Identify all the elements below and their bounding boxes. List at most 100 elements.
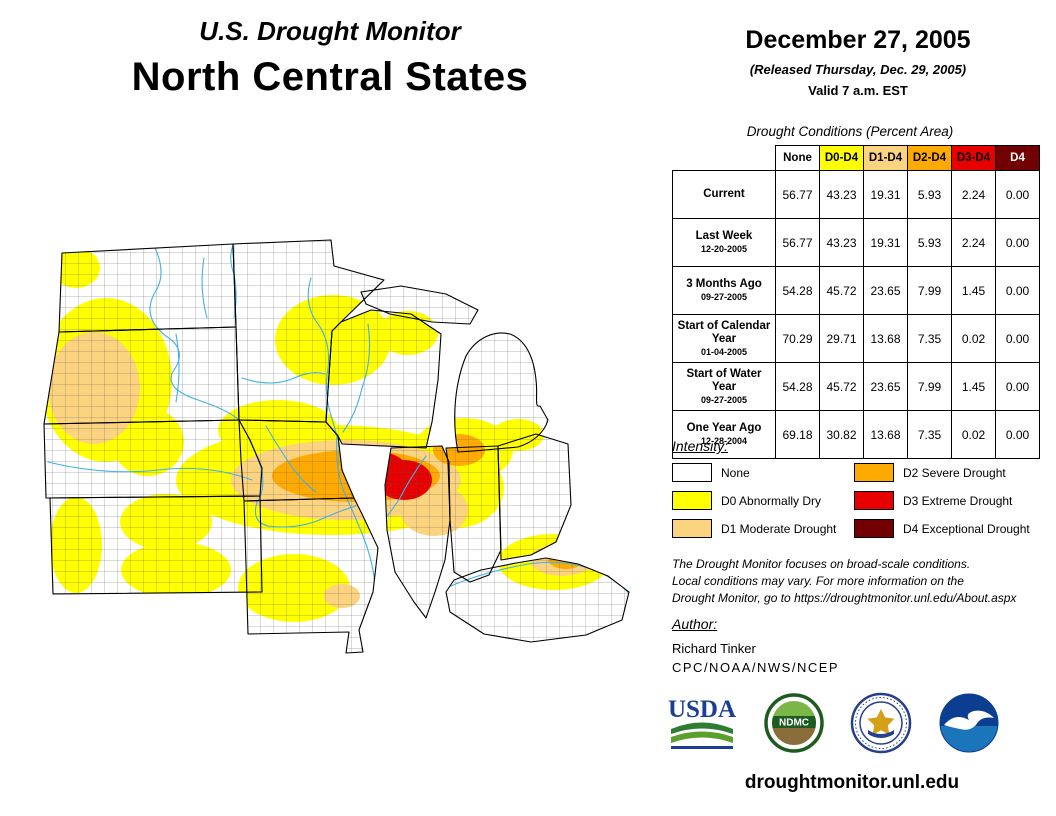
col-header-d4: D4 — [995, 145, 1040, 171]
legend-item-d4: D4 Exceptional Drought — [854, 519, 1030, 538]
author-agency: CPC/NOAA/NWS/NCEP — [672, 660, 840, 675]
corner-cell — [672, 145, 776, 171]
value-cell: 0.00 — [995, 362, 1040, 411]
value-cell: 45.72 — [819, 362, 864, 411]
value-cell: 19.31 — [863, 170, 908, 219]
value-cell: 7.99 — [907, 266, 952, 315]
legend-item-d3: D3 Extreme Drought — [854, 491, 1030, 510]
value-cell: 0.02 — [951, 314, 996, 363]
value-cell: 54.28 — [775, 362, 820, 411]
value-cell: 13.68 — [863, 410, 908, 459]
legend-label: D0 Abnormally Dry — [721, 493, 822, 508]
disclaimer-text: The Drought Monitor focuses on broad-sca… — [672, 556, 1016, 606]
value-cell: 54.28 — [775, 266, 820, 315]
value-cell: 29.71 — [819, 314, 864, 363]
region-title: North Central States — [131, 55, 529, 99]
intensity-legend: Intensity: None D0 Abnormally Dry D1 Mod… — [672, 438, 1042, 538]
disclaimer-line: The Drought Monitor focuses on broad-sca… — [672, 557, 971, 571]
county-grid — [44, 240, 629, 653]
value-cell: 56.77 — [775, 218, 820, 267]
value-cell: 2.24 — [951, 218, 996, 267]
agency-logos: USDA NDMC — [666, 692, 1000, 754]
map-drought-overlay — [44, 240, 629, 653]
value-cell: 0.00 — [995, 218, 1040, 267]
disclaimer-line: Local conditions may vary. For more info… — [672, 573, 964, 588]
value-cell: 56.77 — [775, 170, 820, 219]
row-label: Last Week 12-20-2005 — [672, 218, 776, 267]
value-cell: 0.00 — [995, 314, 1040, 363]
col-header-none: None — [775, 145, 820, 171]
svg-text:NDMC: NDMC — [779, 718, 809, 729]
author-name: Richard Tinker — [672, 641, 756, 656]
value-cell: 1.45 — [951, 266, 996, 315]
valid-time: Valid 7 a.m. EST — [808, 83, 908, 98]
author-block: Author: Richard Tinker CPC/NOAA/NWS/NCEP — [672, 616, 839, 675]
legend-label: D4 Exceptional Drought — [903, 521, 1030, 536]
value-cell: 7.35 — [907, 314, 952, 363]
legend-label: D2 Severe Drought — [903, 465, 1006, 480]
value-cell: 69.18 — [775, 410, 820, 459]
legend-swatch-d1 — [672, 519, 712, 538]
value-cell: 19.31 — [863, 218, 908, 267]
value-cell: 23.65 — [863, 362, 908, 411]
value-cell: 0.00 — [995, 266, 1040, 315]
row-label: Current — [672, 170, 776, 219]
legend-swatch-d2 — [854, 463, 894, 482]
svg-text:USDA: USDA — [668, 696, 736, 723]
table-row-3-months-ago: 3 Months Ago 09-27-2005 54.28 45.72 23.65… — [672, 266, 1040, 315]
table-row-one-year-ago: One Year Ago 12-28-2004 69.18 30.82 13.68… — [672, 410, 1040, 459]
legend-title: Intensity: — [672, 438, 729, 454]
table-header-row: None D0-D4 D1-D4 D2-D4 D3-D4 D4 — [672, 145, 1040, 171]
program-title: U.S. Drought Monitor — [199, 16, 461, 46]
col-header-d2: D2-D4 — [907, 145, 952, 171]
value-cell: 70.29 — [775, 314, 820, 363]
website-url: droughtmonitor.unl.edu — [744, 772, 960, 793]
value-cell: 0.00 — [995, 170, 1040, 219]
legend-item-d0: D0 Abnormally Dry — [672, 491, 848, 510]
value-cell: 45.72 — [819, 266, 864, 315]
doc-seal-logo — [850, 692, 912, 754]
value-cell: 7.35 — [907, 410, 952, 459]
row-label: One Year Ago 12-28-2004 — [672, 410, 776, 459]
value-cell: 0.02 — [951, 410, 996, 459]
legend-swatch-none — [672, 463, 712, 482]
value-cell: 23.65 — [863, 266, 908, 315]
value-cell: 7.99 — [907, 362, 952, 411]
col-header-d3: D3-D4 — [951, 145, 996, 171]
row-label: Start of Calendar Year 01-04-2005 — [672, 314, 776, 363]
ndmc-logo: NDMC — [764, 693, 824, 753]
author-heading: Author: — [672, 616, 718, 632]
date-block: December 27, 2005 (Released Thursday, De… — [698, 26, 1018, 98]
row-label: Start of Water Year 09-27-2005 — [672, 362, 776, 411]
value-cell: 0.00 — [995, 410, 1040, 459]
value-cell: 13.68 — [863, 314, 908, 363]
row-label: 3 Months Ago 09-27-2005 — [672, 266, 776, 315]
title-block: U.S. Drought Monitor North Central State… — [30, 16, 630, 100]
col-header-d1: D1-D4 — [863, 145, 908, 171]
value-cell: 43.23 — [819, 218, 864, 267]
release-date: (Released Thursday, Dec. 29, 2005) — [749, 62, 967, 77]
table-row-start-water-year: Start of Water Year 09-27-2005 54.28 45.7… — [672, 362, 1040, 411]
table-caption: Drought Conditions (Percent Area) — [746, 124, 954, 139]
value-cell: 5.93 — [907, 170, 952, 219]
legend-label: D1 Moderate Drought — [721, 521, 837, 536]
legend-swatch-d3 — [854, 491, 894, 510]
table-row-start-calendar-year: Start of Calendar Year 01-04-2005 70.29 2… — [672, 314, 1040, 363]
table-row-last-week: Last Week 12-20-2005 56.77 43.23 19.31 5.… — [672, 218, 1040, 267]
usda-logo: USDA — [668, 696, 736, 749]
value-cell: 5.93 — [907, 218, 952, 267]
value-cell: 43.23 — [819, 170, 864, 219]
legend-swatch-d0 — [672, 491, 712, 510]
legend-item-d2: D2 Severe Drought — [854, 463, 1030, 482]
legend-swatch-d4 — [854, 519, 894, 538]
legend-item-none: None — [672, 463, 848, 482]
legend-label: None — [721, 465, 750, 480]
report-date: December 27, 2005 — [745, 26, 971, 54]
noaa-logo — [939, 693, 999, 753]
col-header-d0: D0-D4 — [819, 145, 864, 171]
legend-item-d1: D1 Moderate Drought — [672, 519, 848, 538]
disclaimer-line: Drought Monitor, go to https://droughtmo… — [672, 590, 1017, 605]
value-cell: 2.24 — [951, 170, 996, 219]
drought-conditions-table: None D0-D4 D1-D4 D2-D4 D3-D4 D4 Current … — [672, 145, 1040, 459]
